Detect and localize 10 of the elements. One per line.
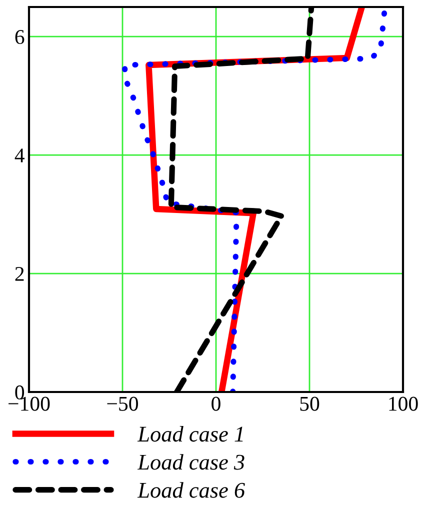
legend-label: Load case 1 — [137, 426, 243, 442]
legend-label: Load case 3 — [137, 454, 244, 470]
y-tick-label: 4 — [14, 148, 25, 162]
x-tick-label: 100 — [389, 396, 418, 411]
y-tick-label: 2 — [15, 266, 24, 281]
x-tick-label: 50 — [300, 396, 320, 411]
legend-label: Load case 6 — [137, 482, 245, 498]
x-tick-label: 0 — [212, 396, 220, 411]
y-tick-label: 6 — [15, 30, 24, 44]
x-tick-label: −50 — [107, 396, 138, 411]
